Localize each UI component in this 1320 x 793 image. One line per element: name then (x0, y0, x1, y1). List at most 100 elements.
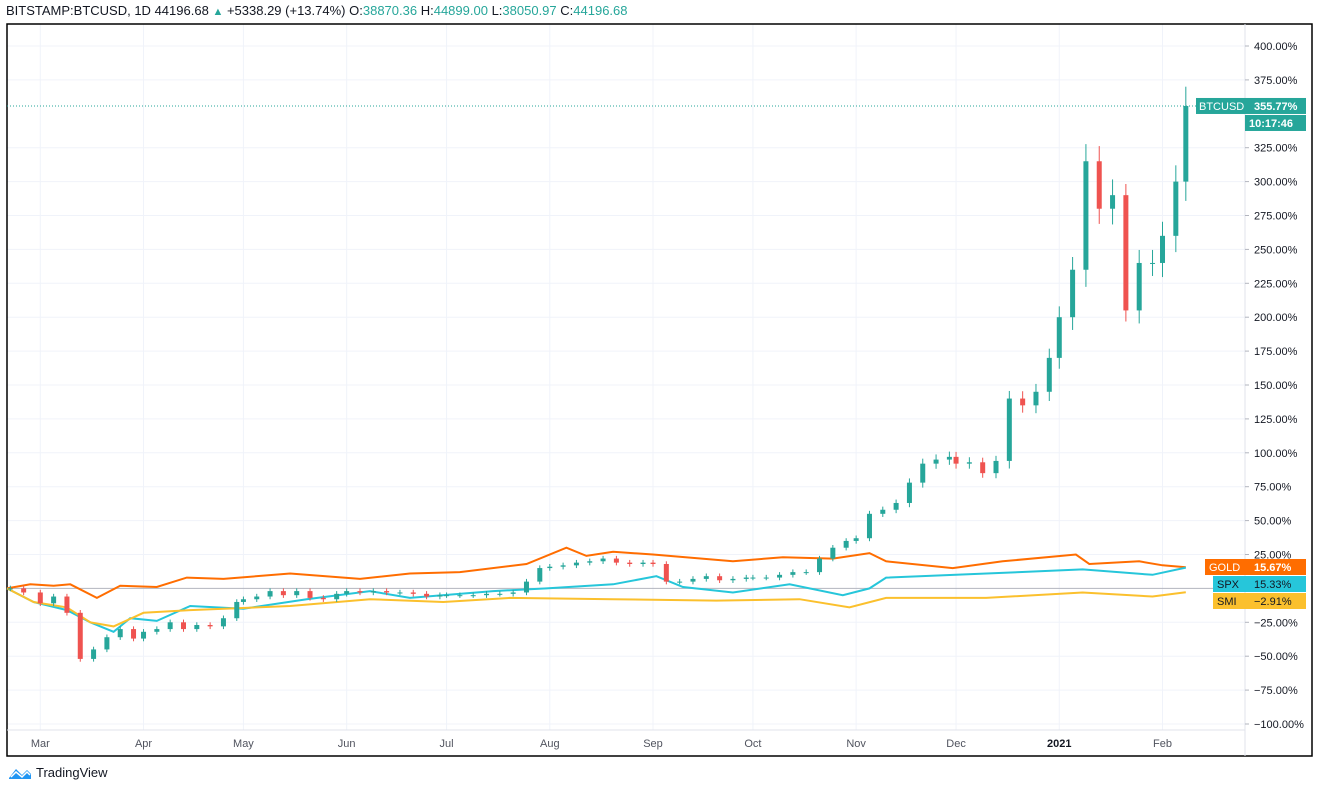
candle-body (7, 588, 13, 590)
bar-countdown: 10:17:46 (1249, 118, 1293, 130)
candle-body (560, 565, 566, 567)
candle-body (77, 612, 83, 659)
candle-body (966, 462, 972, 464)
y-tick-label: 400.00% (1254, 41, 1298, 53)
candle-body (663, 563, 669, 582)
candle-body (254, 596, 260, 600)
high-label: H: (420, 3, 434, 18)
y-tick-label: 300.00% (1254, 177, 1298, 189)
candle-body (980, 462, 986, 474)
candle-body (154, 629, 160, 632)
candle-body (1056, 317, 1062, 358)
candle-body (484, 593, 490, 596)
candle-body (853, 538, 859, 541)
candle-body (444, 595, 450, 597)
candle-body (843, 540, 849, 548)
x-tick-label: Apr (135, 738, 152, 750)
candle-body (750, 577, 756, 579)
symbol-header: BITSTAMP:BTCUSD, 1D 44196.68 ▲ +5338.29 … (6, 3, 628, 18)
candle-body (547, 566, 553, 569)
candle-body (1020, 398, 1026, 406)
candle-body (1046, 357, 1052, 392)
candle-body (280, 591, 286, 596)
candle-body (470, 595, 476, 597)
candle-body (370, 591, 376, 593)
candle-body (384, 591, 390, 593)
candle-body (893, 502, 899, 510)
x-tick-label: Oct (744, 738, 761, 750)
candle-body (294, 591, 300, 596)
chart-frame (6, 23, 1313, 757)
y-tick-label: 325.00% (1254, 143, 1298, 155)
y-tick-label: 275.00% (1254, 211, 1298, 223)
x-tick-label: Sep (643, 738, 663, 750)
series-label-bg-spx (1213, 576, 1306, 592)
high-value: 44899.00 (433, 3, 488, 18)
y-tick-label: −75.00% (1254, 685, 1298, 697)
candle-body (1096, 161, 1102, 209)
symbol-name[interactable]: BITSTAMP:BTCUSD, 1D (6, 3, 151, 18)
candle-body (1110, 195, 1116, 209)
x-tick-label: Jul (440, 738, 454, 750)
y-tick-label: 150.00% (1254, 380, 1298, 392)
candle-body (64, 596, 70, 613)
candle-body (234, 601, 240, 619)
brand-name: TradingView (36, 765, 108, 780)
candle-body (510, 592, 516, 594)
candle-body (397, 592, 403, 594)
candle-body (1183, 105, 1189, 182)
series-label-value: −2.91% (1254, 596, 1292, 608)
triangle-up-icon: ▲ (212, 6, 224, 18)
last-price: 44196.68 (154, 3, 209, 18)
candle-body (953, 456, 959, 464)
candle-body (180, 622, 186, 630)
candle-body (334, 593, 340, 600)
x-tick-label: 2021 (1047, 738, 1071, 750)
candle-body (523, 581, 529, 593)
candle-body (743, 577, 749, 579)
candle-body (1136, 262, 1142, 311)
x-tick-label: May (233, 738, 254, 750)
y-tick-label: 200.00% (1254, 312, 1298, 324)
candle-body (410, 592, 416, 594)
candle-body (777, 574, 783, 578)
candle-body (1173, 181, 1179, 236)
y-tick-label: 25.00% (1254, 550, 1292, 562)
candle-body (497, 593, 503, 595)
candle-body (640, 562, 646, 564)
candle-body (1160, 235, 1166, 263)
candle-body (141, 631, 147, 639)
candle-body (920, 463, 926, 483)
candle-body (240, 599, 246, 602)
close-value: 44196.68 (573, 3, 628, 18)
x-tick-label: Aug (540, 738, 560, 750)
candle-body (933, 459, 939, 464)
candle-body (993, 460, 999, 474)
candle-body (650, 562, 656, 564)
x-tick-label: Feb (1153, 738, 1172, 750)
candle-body (880, 509, 886, 514)
series-label-bg-smi (1213, 593, 1306, 609)
x-tick-label: Jun (338, 738, 356, 750)
candle-body (730, 578, 736, 581)
candle-body (537, 568, 543, 582)
candle-body (320, 597, 326, 600)
tradingview-logo[interactable]: TradingView (8, 765, 108, 780)
candle-body (37, 592, 43, 604)
candle-body (1006, 398, 1012, 461)
tradingview-cloud-icon (9, 768, 31, 779)
series-line-gold (6, 546, 1186, 600)
series-label-value: 15.67% (1254, 562, 1292, 574)
candle-body (1033, 391, 1039, 406)
y-tick-label: −25.00% (1254, 617, 1298, 629)
candle-body (307, 591, 313, 598)
candle-body (357, 591, 363, 593)
candle-body (717, 576, 723, 581)
open-value: 38870.36 (362, 3, 418, 18)
low-value: 38050.97 (502, 3, 557, 18)
open-label: O: (349, 3, 363, 18)
low-label: L: (491, 3, 503, 18)
candle-body (344, 591, 350, 594)
candle-body (437, 595, 443, 597)
